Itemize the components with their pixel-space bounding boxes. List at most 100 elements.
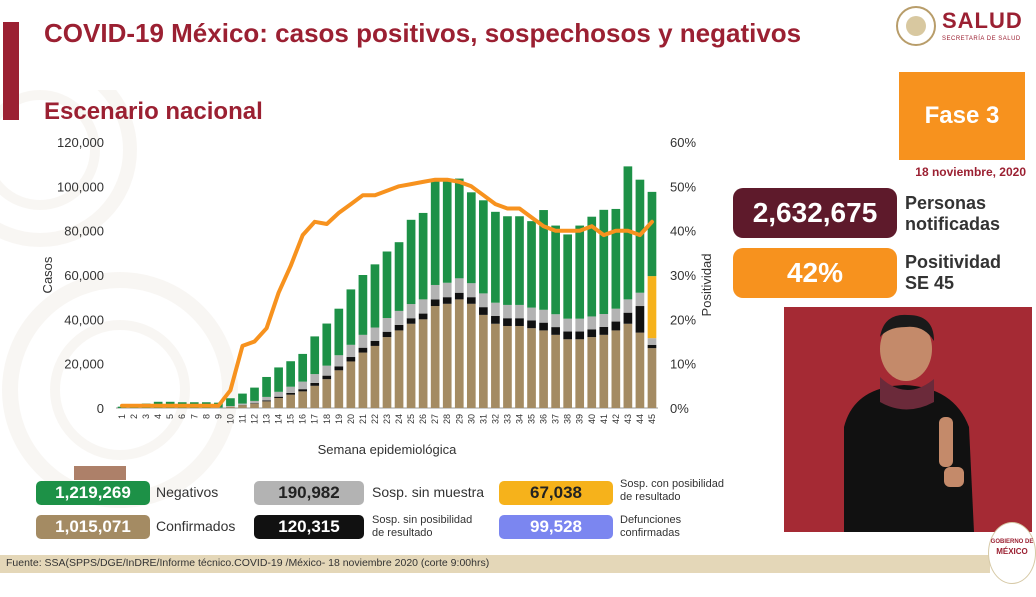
bar-sin-muestra bbox=[238, 403, 247, 405]
bar-confirmados bbox=[599, 334, 609, 408]
bar-negativos bbox=[418, 212, 428, 300]
confirmados-value: 1,015,071 bbox=[36, 515, 150, 539]
bar-confirmados bbox=[370, 345, 380, 408]
bar-sin-posibilidad bbox=[635, 306, 645, 333]
footer-source: Fuente: SSA(SPPS/DGE/InDRE/Informe técni… bbox=[6, 557, 490, 569]
x-axis-label: Semana epidemiológica bbox=[318, 442, 458, 457]
x-tick-label: 34 bbox=[514, 414, 524, 424]
x-tick-label: 45 bbox=[647, 414, 657, 424]
positividad-label-line1: Positividad bbox=[905, 252, 1002, 272]
x-tick-label: 32 bbox=[490, 414, 500, 424]
bar-sin-muestra bbox=[358, 334, 368, 348]
y-tick-label: 80,000 bbox=[64, 224, 104, 239]
bar-negativos bbox=[370, 264, 380, 328]
con-posibilidad-label-line2: de resultado bbox=[620, 491, 681, 503]
bar-confirmados bbox=[611, 330, 621, 408]
x-tick-label: 1 bbox=[117, 414, 127, 419]
bar-confirmados bbox=[430, 306, 440, 408]
x-tick-label: 20 bbox=[346, 414, 356, 424]
bar-sin-muestra bbox=[418, 299, 428, 314]
bar-sin-posibilidad bbox=[310, 382, 320, 386]
bar-sin-posibilidad bbox=[551, 327, 560, 335]
defunciones-value: 99,528 bbox=[499, 515, 613, 539]
x-tick-label: 23 bbox=[382, 414, 392, 424]
con-posibilidad-label-line1: Sosp. con posibilidad bbox=[620, 478, 724, 490]
bar-negativos bbox=[466, 192, 476, 284]
x-tick-label: 13 bbox=[262, 414, 272, 424]
bar-confirmados bbox=[539, 330, 548, 408]
gobierno-logo: GOBIERNO DE MÉXICO bbox=[988, 522, 1036, 584]
bar-sin-muestra bbox=[587, 316, 597, 330]
y2-tick-label: 50% bbox=[670, 179, 696, 194]
bar-negativos bbox=[406, 219, 416, 305]
y2-axis-label: Positividad bbox=[699, 254, 714, 317]
brand-accent-bar bbox=[3, 22, 19, 120]
bar-confirmados bbox=[491, 323, 500, 408]
bar-sin-posibilidad bbox=[587, 329, 597, 338]
x-tick-label: 19 bbox=[334, 414, 344, 424]
footer-bar: Fuente: SSA(SPPS/DGE/InDRE/Informe técni… bbox=[0, 555, 990, 573]
x-tick-label: 37 bbox=[551, 414, 561, 424]
bar-confirmados bbox=[394, 330, 404, 408]
line-positividad bbox=[120, 177, 654, 408]
confirmados-label: Confirmados bbox=[156, 518, 236, 534]
x-tick-label: 2 bbox=[129, 414, 139, 419]
x-tick-label: 43 bbox=[623, 414, 633, 424]
y-tick-label: 40,000 bbox=[64, 312, 104, 327]
bar-sin-posibilidad bbox=[539, 322, 548, 331]
x-tick-label: 22 bbox=[370, 414, 380, 424]
bar-confirmados bbox=[382, 337, 392, 408]
gobierno-logo-line1: GOBIERNO DE bbox=[990, 539, 1034, 545]
report-date: 18 noviembre, 2020 bbox=[915, 165, 1026, 179]
bar-confirmados bbox=[575, 339, 585, 408]
positividad-label-line2: SE 45 bbox=[905, 273, 955, 293]
x-tick-label: 5 bbox=[165, 414, 175, 419]
x-tick-label: 44 bbox=[635, 414, 645, 424]
bar-confirmados bbox=[298, 391, 308, 408]
bar-negativos bbox=[563, 234, 573, 319]
bar-confirmados bbox=[286, 394, 295, 408]
y2-tick-label: 0% bbox=[670, 401, 689, 416]
bar-sin-posibilidad bbox=[394, 324, 404, 331]
x-tick-label: 40 bbox=[587, 414, 597, 424]
bar-con-posibilidad bbox=[647, 276, 657, 339]
positividad-label: Positividad SE 45 bbox=[905, 252, 1001, 294]
x-tick-label: 16 bbox=[298, 414, 308, 424]
bar-sin-muestra bbox=[599, 314, 609, 327]
bar-sin-muestra bbox=[575, 318, 585, 332]
bar-sin-muestra bbox=[262, 396, 271, 401]
x-tick-label: 3 bbox=[141, 414, 151, 419]
defunciones-label-line1: Defunciones bbox=[620, 514, 682, 526]
bar-sin-muestra bbox=[491, 302, 500, 317]
bar-sin-muestra bbox=[635, 292, 645, 307]
bar-negativos bbox=[611, 208, 621, 309]
x-tick-label: 38 bbox=[563, 414, 573, 424]
bar-sin-posibilidad bbox=[491, 316, 500, 324]
bar-sin-muestra bbox=[346, 344, 356, 358]
x-tick-label: 21 bbox=[358, 414, 368, 424]
bar-sin-posibilidad bbox=[466, 297, 476, 304]
bar-confirmados bbox=[587, 337, 597, 408]
x-tick-label: 24 bbox=[394, 414, 404, 424]
bar-confirmados bbox=[623, 323, 633, 408]
bar-confirmados bbox=[274, 398, 283, 408]
bar-negativos bbox=[310, 336, 320, 375]
bar-sin-posibilidad bbox=[442, 297, 452, 304]
bar-negativos bbox=[322, 323, 332, 366]
con-posibilidad-value: 67,038 bbox=[499, 481, 613, 505]
bar-sin-posibilidad bbox=[647, 344, 657, 349]
bar-confirmados bbox=[346, 361, 356, 408]
x-tick-label: 14 bbox=[274, 414, 284, 424]
bar-sin-posibilidad bbox=[527, 320, 536, 329]
bar-sin-posibilidad bbox=[382, 331, 392, 338]
x-tick-label: 31 bbox=[478, 414, 488, 424]
bar-negativos bbox=[298, 353, 308, 382]
bar-sin-posibilidad bbox=[575, 331, 585, 340]
sin-posibilidad-label-line1: Sosp. sin posibilidad bbox=[372, 514, 473, 526]
bar-sin-muestra bbox=[611, 308, 621, 322]
x-tick-label: 15 bbox=[286, 414, 296, 424]
defunciones-label-line2: confirmadas bbox=[620, 527, 680, 539]
bar-negativos bbox=[442, 180, 452, 283]
bar-sin-posibilidad bbox=[479, 307, 488, 315]
fase-badge: Fase 3 bbox=[899, 72, 1025, 160]
